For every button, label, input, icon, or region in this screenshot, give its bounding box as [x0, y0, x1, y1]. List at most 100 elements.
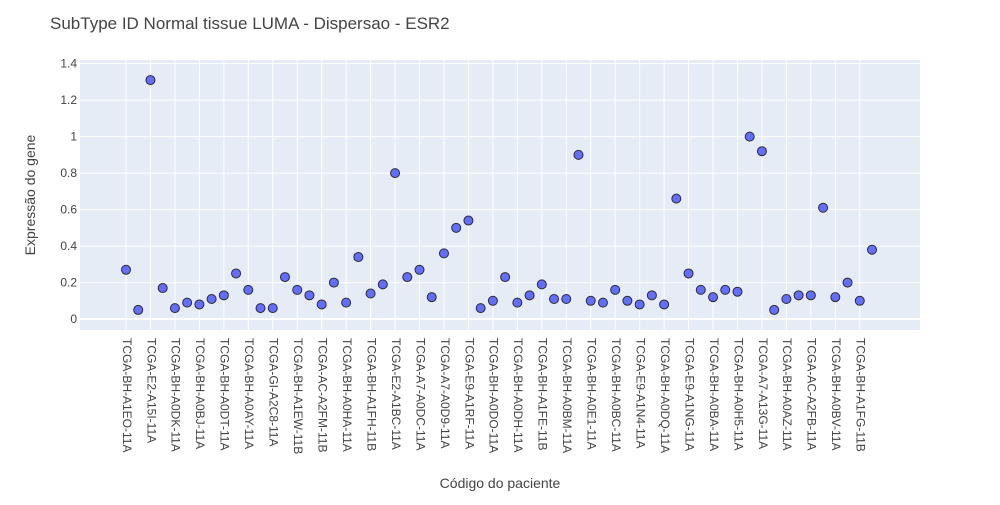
data-point[interactable]: [573, 149, 584, 160]
x-tick-label: TCGA-BH-A0DT-11A: [218, 338, 232, 450]
y-tick-label: 0.8: [60, 166, 77, 180]
x-tick-label: TCGA-E9-A1RF-11A: [462, 338, 476, 449]
data-point[interactable]: [500, 272, 511, 283]
x-tick-label: TCGA-BH-A0BC-11A: [609, 338, 623, 452]
data-point[interactable]: [659, 299, 670, 310]
data-point[interactable]: [304, 290, 315, 301]
data-point[interactable]: [365, 288, 376, 299]
y-tick-label: 1.2: [60, 93, 77, 107]
data-point[interactable]: [390, 168, 401, 179]
x-tick-label: TCGA-BH-A0DK-11A: [169, 338, 183, 452]
x-tick-label: TCGA-E2-A1BC-11A: [389, 338, 403, 450]
data-point[interactable]: [182, 297, 193, 308]
data-point[interactable]: [756, 146, 767, 157]
data-point[interactable]: [818, 202, 829, 213]
data-point[interactable]: [206, 293, 217, 304]
data-point[interactable]: [524, 290, 535, 301]
data-point[interactable]: [549, 293, 560, 304]
data-point[interactable]: [133, 304, 144, 315]
x-tick-label: TCGA-A7-A0D9-11A: [438, 338, 452, 448]
x-tick-label: TCGA-BH-A1FG-11B: [854, 338, 868, 452]
data-point[interactable]: [451, 222, 462, 233]
x-tick-label: TCGA-BH-A0E1-11A: [585, 338, 599, 450]
data-point[interactable]: [121, 264, 131, 275]
x-tick-label: TCGA-BH-A1EW-11B: [291, 338, 305, 454]
data-point[interactable]: [231, 268, 242, 279]
x-tick-label: TCGA-E9-A1N4-11A: [633, 338, 647, 448]
y-tick-label: 1.4: [60, 57, 77, 71]
data-point[interactable]: [218, 290, 229, 301]
data-point[interactable]: [597, 297, 608, 308]
data-point[interactable]: [377, 279, 388, 290]
x-axis-title: Código do paciente: [440, 475, 561, 491]
data-point[interactable]: [867, 244, 877, 255]
data-point[interactable]: [243, 284, 254, 295]
x-tick-label: TCGA-GI-A2C8-11A: [267, 338, 281, 446]
y-axis-ticks: 0 0.2 0.4 0.6 0.8 1 1.2 1.4: [60, 57, 77, 326]
data-point[interactable]: [793, 290, 804, 301]
data-points: [121, 75, 877, 315]
x-tick-label: TCGA-E9-A1NG-11A: [682, 338, 696, 451]
data-point[interactable]: [194, 299, 205, 310]
data-point[interactable]: [475, 303, 486, 314]
x-tick-label: TCGA-BH-A1EO-11A: [120, 338, 134, 452]
data-point[interactable]: [145, 75, 156, 86]
data-point[interactable]: [732, 286, 743, 297]
data-point[interactable]: [695, 284, 706, 295]
x-tick-label: TCGA-A7-A0DC-11A: [413, 338, 427, 450]
data-point[interactable]: [316, 299, 327, 310]
data-point[interactable]: [512, 297, 523, 308]
y-tick-label: 1: [70, 130, 77, 144]
x-tick-label: TCGA-BH-A0DH-11A: [511, 338, 525, 452]
data-point[interactable]: [341, 297, 352, 308]
data-point[interactable]: [610, 284, 621, 295]
data-point[interactable]: [683, 268, 694, 279]
data-point[interactable]: [353, 252, 364, 263]
data-point[interactable]: [744, 131, 755, 142]
data-point[interactable]: [830, 292, 841, 303]
data-point[interactable]: [854, 295, 865, 306]
x-tick-label: TCGA-E2-A15I-11A: [144, 338, 158, 443]
y-tick-label: 0.2: [60, 276, 77, 290]
data-point[interactable]: [634, 299, 645, 310]
data-point[interactable]: [720, 284, 731, 295]
data-point[interactable]: [842, 277, 853, 288]
data-point[interactable]: [157, 283, 168, 294]
data-point[interactable]: [426, 292, 437, 303]
data-point[interactable]: [463, 215, 474, 226]
x-tick-label: TCGA-AC-A2FM-11B: [316, 338, 330, 452]
x-axis-ticks: TCGA-BH-A1EO-11A TCGA-E2-A15I-11A TCGA-BH-…: [120, 338, 868, 454]
x-tick-label: TCGA-BH-A0DO-11A: [487, 338, 501, 453]
x-tick-label: TCGA-BH-A0BV-11A: [829, 338, 843, 450]
data-point[interactable]: [536, 279, 547, 290]
x-tick-label: TCGA-A7-A13G-11A: [756, 338, 770, 449]
data-point[interactable]: [708, 292, 719, 303]
data-point[interactable]: [671, 193, 682, 204]
data-point[interactable]: [487, 295, 498, 306]
data-point[interactable]: [279, 272, 290, 283]
data-point[interactable]: [769, 304, 780, 315]
data-point[interactable]: [255, 303, 266, 314]
x-tick-label: TCGA-BH-A0HA-11A: [340, 338, 354, 452]
data-point[interactable]: [267, 303, 278, 314]
data-point[interactable]: [805, 290, 816, 301]
data-point[interactable]: [585, 295, 596, 306]
data-point[interactable]: [622, 295, 633, 306]
data-point[interactable]: [169, 303, 180, 314]
x-tick-label: TCGA-BH-A0BM-11A: [560, 338, 574, 453]
data-point[interactable]: [328, 277, 339, 288]
data-point[interactable]: [781, 293, 792, 304]
x-tick-label: TCGA-BH-A0AZ-11A: [780, 338, 794, 450]
plot-background: [80, 60, 920, 330]
data-point[interactable]: [414, 264, 425, 275]
data-point[interactable]: [438, 248, 449, 259]
data-point[interactable]: [402, 272, 413, 283]
y-tick-label: 0.6: [60, 203, 77, 217]
data-point[interactable]: [292, 284, 303, 295]
data-point[interactable]: [646, 290, 657, 301]
data-point[interactable]: [561, 293, 572, 304]
x-tick-label: TCGA-BH-A0DQ-11A: [658, 338, 672, 453]
x-tick-label: TCGA-BH-A0AY-11A: [242, 338, 256, 449]
